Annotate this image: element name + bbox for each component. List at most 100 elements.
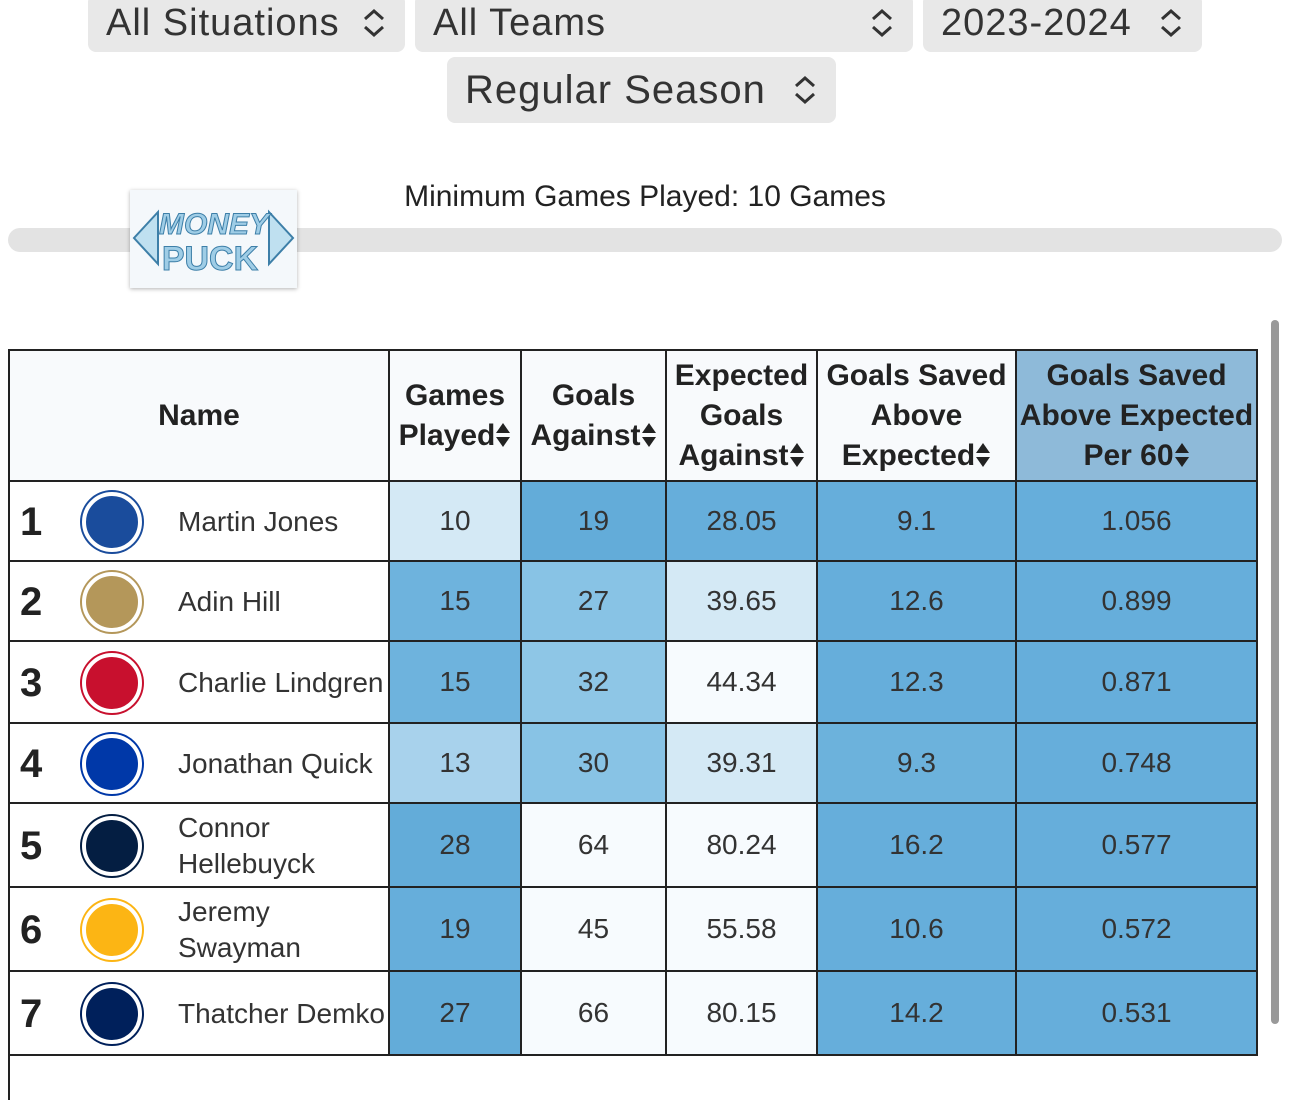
stat-cell: 27 — [522, 562, 667, 642]
team-select[interactable]: All Teams — [415, 0, 913, 52]
goalie-table: Name Games Played Goals Against Expected Go… — [8, 349, 1258, 1100]
stat-cell: 0.748 — [1017, 724, 1258, 804]
stat-cell: 28 — [390, 804, 522, 888]
logo: MONEY PUCK — [132, 208, 295, 279]
page: All Situations All Teams 2023-2024 Regul… — [8, 0, 1282, 1100]
player-name[interactable]: Adin Hill — [178, 586, 281, 617]
name-cell: 4 Jonathan Quick — [8, 724, 390, 804]
header-wrap: Goals Saved Above Expected Per 60 — [1017, 356, 1256, 476]
rank: 2 — [20, 579, 43, 624]
logo-text: PUCK — [162, 240, 259, 278]
header-text: Goals Against — [530, 378, 641, 452]
stat-cell: 1.056 — [1017, 482, 1258, 562]
stat-cell: 14.2 — [818, 972, 1017, 1056]
stat-cell: 10 — [390, 482, 522, 562]
header-text: Name — [158, 398, 240, 432]
stat-cell: 9.1 — [818, 482, 1017, 562]
column-header[interactable]: Games Played — [390, 349, 522, 482]
header-wrap: Games Played — [390, 376, 520, 456]
stat-cell: 27 — [390, 972, 522, 1056]
column-header[interactable]: Goals Against — [522, 349, 667, 482]
rank: 5 — [20, 823, 43, 868]
select-label: 2023-2024 — [941, 1, 1132, 44]
player-name[interactable]: Jeremy Swayman — [178, 896, 301, 963]
stat-cell: 12.6 — [818, 562, 1017, 642]
header-text: Goals Saved Above Expected — [826, 358, 1007, 472]
select-label: All Teams — [433, 1, 607, 44]
stat-cell: 15 — [390, 642, 522, 724]
stat-cell: 30 — [522, 724, 667, 804]
stat-cell: 0.899 — [1017, 562, 1258, 642]
season-type-select[interactable]: Regular Season — [447, 57, 836, 123]
sort-icon — [496, 422, 511, 447]
stat-cell: 12.3 — [818, 642, 1017, 724]
column-header[interactable]: Goals Saved Above Expected — [818, 349, 1017, 482]
player-name[interactable]: Jonathan Quick — [178, 748, 373, 779]
header-text: Expected Goals Against — [674, 358, 809, 472]
stat-cell: 19 — [390, 888, 522, 972]
team-logo — [82, 984, 142, 1044]
header-wrap: Name — [158, 396, 240, 436]
stat-cell: 0.531 — [1017, 972, 1258, 1056]
stat-cell: 80.24 — [667, 804, 818, 888]
team-logo — [82, 653, 142, 713]
stat-cell: 66 — [522, 972, 667, 1056]
sort-icon — [1174, 442, 1189, 467]
stat-cell: 64 — [522, 804, 667, 888]
stat-cell: 39.65 — [667, 562, 818, 642]
stat-cell: 32 — [522, 642, 667, 724]
player-name[interactable]: Martin Jones — [178, 506, 339, 537]
stat-cell: 0.577 — [1017, 804, 1258, 888]
player-name[interactable]: Charlie Lindgren — [178, 667, 384, 698]
team-logo — [82, 900, 142, 960]
column-header[interactable]: Expected Goals Against — [667, 349, 818, 482]
name-cell: 2 Adin Hill — [8, 562, 390, 642]
team-logo — [82, 492, 142, 552]
logo-text: MONEY — [159, 208, 272, 241]
chevron — [364, 8, 384, 38]
stat-cell: 45 — [522, 888, 667, 972]
stat-cell: 0.871 — [1017, 642, 1258, 724]
stat-cell: 80.15 — [667, 972, 818, 1056]
header-wrap: Expected Goals Against — [667, 356, 816, 476]
name-cell: 6 Jeremy Swayman — [8, 888, 390, 972]
name-cell: 7 Thatcher Demko — [8, 972, 390, 1056]
sort-icon — [641, 422, 656, 447]
stat-cell: 16.2 — [818, 804, 1017, 888]
column-header: Name — [8, 349, 390, 482]
stat-cell: 0.572 — [1017, 888, 1258, 972]
chevron — [1161, 8, 1181, 38]
player-name[interactable]: Connor Hellebuyck — [178, 812, 315, 879]
column-header[interactable]: Goals Saved Above Expected Per 60 — [1017, 349, 1258, 482]
rank: 3 — [20, 660, 43, 705]
stat-cell: 44.34 — [667, 642, 818, 724]
name-cell: 1 Martin Jones — [8, 482, 390, 562]
rank: 6 — [20, 907, 43, 952]
header-text: Goals Saved Above Expected Per 60 — [1019, 358, 1254, 472]
rank: 4 — [20, 741, 43, 786]
scrollbar[interactable] — [1271, 320, 1279, 1024]
stat-cell: 13 — [390, 724, 522, 804]
season-select[interactable]: 2023-2024 — [923, 0, 1202, 52]
slider-handle[interactable]: MONEY PUCK — [130, 190, 297, 288]
header-wrap: Goals Against — [522, 376, 665, 456]
stat-cell: 19 — [522, 482, 667, 562]
rank: 7 — [20, 991, 43, 1036]
header-text: Games Played — [398, 378, 506, 452]
chevron — [872, 8, 892, 38]
team-logo — [82, 734, 142, 794]
stat-cell: 15 — [390, 562, 522, 642]
select-label: All Situations — [106, 1, 340, 44]
team-logo — [82, 572, 142, 632]
rank: 1 — [20, 499, 43, 544]
team-logo — [82, 816, 142, 876]
stat-cell: 10.6 — [818, 888, 1017, 972]
sort-icon — [976, 442, 991, 467]
header-wrap: Goals Saved Above Expected — [818, 356, 1015, 476]
chevron — [795, 75, 815, 105]
situation-select[interactable]: All Situations — [88, 0, 405, 52]
sort-icon — [789, 442, 804, 467]
stat-cell: 28.05 — [667, 482, 818, 562]
name-cell: 5 Connor Hellebuyck — [8, 804, 390, 888]
player-name[interactable]: Thatcher Demko — [178, 998, 385, 1029]
